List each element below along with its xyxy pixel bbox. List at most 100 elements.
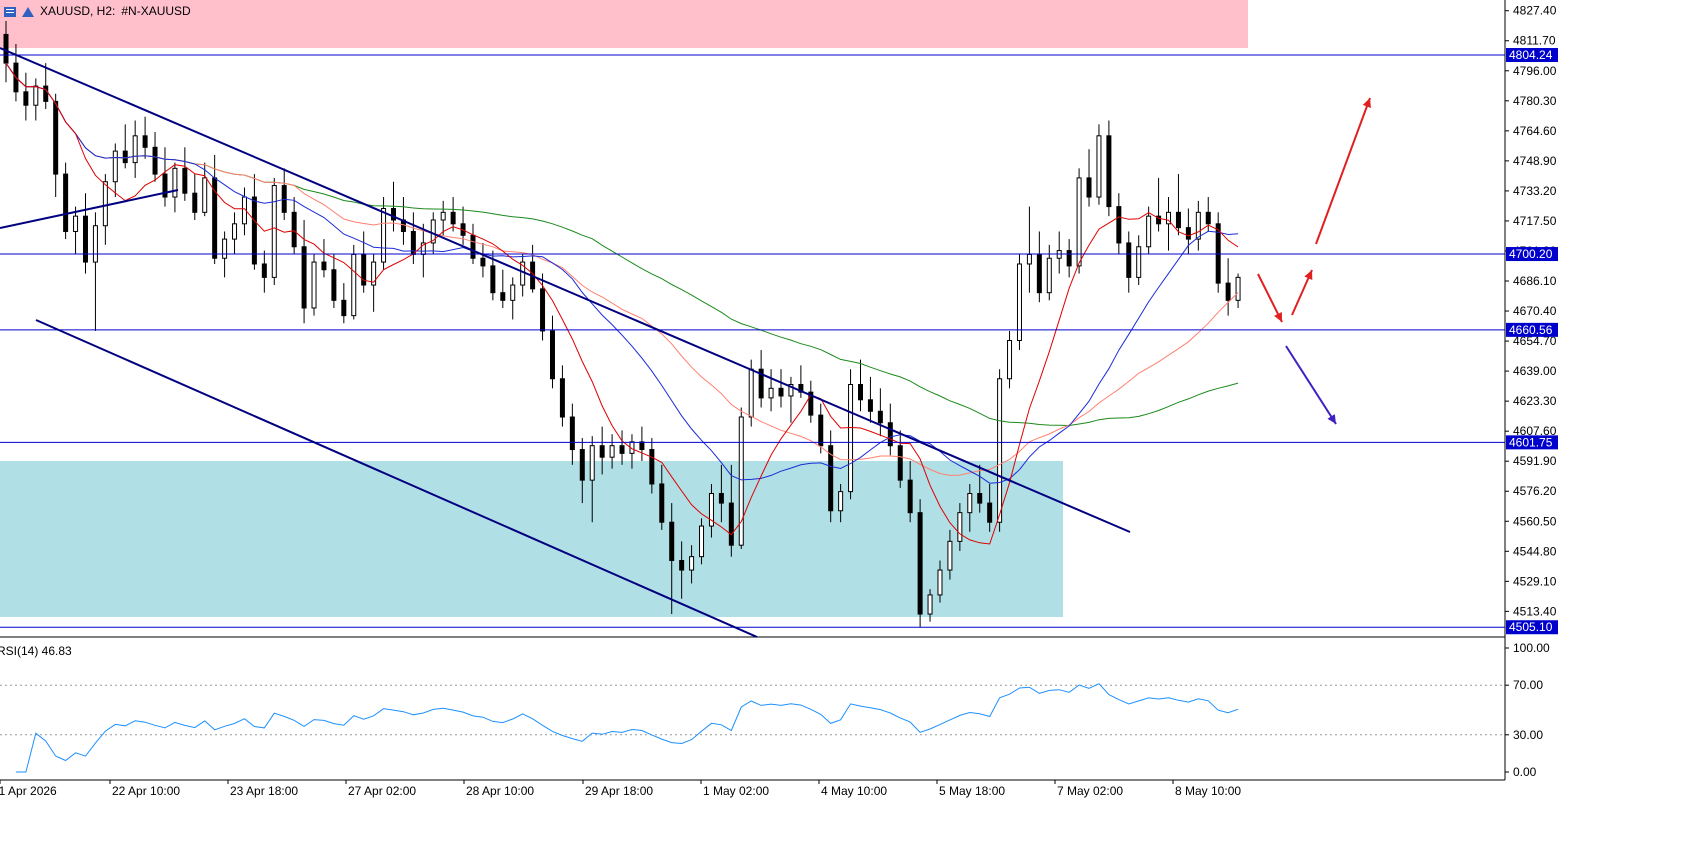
level-price-box: [1506, 620, 1558, 635]
candle: [510, 284, 516, 301]
candle: [440, 211, 446, 221]
candle: [222, 238, 228, 259]
candle: [261, 263, 267, 278]
candle: [987, 502, 993, 523]
chart-expand-icon[interactable]: [22, 6, 34, 17]
candle: [1235, 276, 1241, 301]
candle: [540, 288, 546, 332]
demand-zone: [0, 461, 1063, 617]
time-tick-label: 1 May 02:00: [703, 784, 769, 798]
candle: [321, 261, 327, 271]
price-tick-label: 4670.40: [1513, 304, 1557, 318]
price-tick-label: 4733.20: [1513, 184, 1557, 198]
candle: [152, 146, 158, 175]
time-tick-label: 28 Apr 10:00: [466, 784, 534, 798]
candle: [122, 150, 128, 164]
candle: [1036, 253, 1042, 294]
price-tick-label: 4827.40: [1513, 4, 1557, 18]
short-trendline[interactable]: [0, 189, 179, 229]
price-tick-label: 4686.10: [1513, 274, 1557, 288]
chart-header: XAUUSD, H2: #N-XAUUSD: [4, 2, 191, 20]
level-price-label: 4660.56: [1509, 323, 1553, 337]
level-price-box: [1506, 322, 1558, 337]
candle: [967, 493, 973, 514]
candle: [311, 261, 317, 309]
candle: [1215, 223, 1221, 284]
level-price-box: [1506, 435, 1558, 450]
arrow-up-red-long-head: [1362, 98, 1371, 108]
price-tick-label: 4654.70: [1513, 334, 1557, 348]
candle: [877, 410, 883, 424]
symbol-timeframe: XAUUSD, H2:: [40, 4, 116, 18]
candle: [818, 414, 824, 447]
time-tick-label: 5 May 18:00: [939, 784, 1005, 798]
price-tick-label: 4811.70: [1513, 34, 1556, 48]
candle: [599, 445, 605, 458]
candle: [112, 150, 118, 183]
candle: [798, 383, 804, 393]
candle: [549, 330, 555, 380]
candle: [172, 167, 178, 198]
candle: [1146, 215, 1152, 248]
candle: [500, 292, 506, 301]
symbol-description: #N-XAUUSD: [121, 4, 191, 18]
candle: [748, 368, 754, 418]
time-tick-label: 21 Apr 2026: [0, 784, 57, 798]
candle: [53, 100, 59, 175]
candle: [3, 33, 9, 64]
candle: [1195, 211, 1201, 240]
candle: [997, 378, 1003, 523]
time-tick-label: 8 May 10:00: [1175, 784, 1241, 798]
rsi-line: [15, 683, 1239, 773]
candle: [1175, 211, 1181, 229]
rsi-tick-label: 0.00: [1513, 765, 1537, 779]
time-tick-label: 27 Apr 02:00: [348, 784, 416, 798]
candle: [291, 211, 297, 248]
candle: [917, 512, 923, 615]
rsi-tick-label: 30.00: [1513, 728, 1543, 742]
ma-fast-line: [5, 62, 1239, 545]
ma-mid-line: [5, 62, 1239, 484]
candle: [718, 493, 724, 504]
level-price-box: [1506, 48, 1558, 63]
candle: [1205, 211, 1211, 225]
candle: [63, 173, 69, 232]
price-tick-label: 4748.90: [1513, 154, 1557, 168]
chart-menu-icon[interactable]: [4, 6, 16, 17]
candle: [937, 569, 943, 596]
candle: [887, 422, 893, 447]
candle: [1166, 211, 1172, 225]
candle: [371, 261, 377, 286]
candle: [212, 177, 218, 259]
candle: [182, 167, 188, 194]
candle: [92, 225, 98, 263]
candle: [351, 253, 357, 317]
candle: [430, 219, 436, 244]
price-tick-label: 4796.00: [1513, 64, 1557, 78]
candle: [1126, 242, 1132, 278]
candle: [639, 441, 645, 451]
candle: [1156, 215, 1162, 225]
arrow-down-blue: [1285, 345, 1337, 425]
descending-trendline-upper[interactable]: [0, 47, 1131, 533]
rsi-tick-label: 70.00: [1513, 678, 1543, 692]
descending-trendline-lower[interactable]: [35, 319, 758, 638]
level-price-label: 4804.24: [1509, 48, 1553, 62]
candle: [907, 479, 913, 514]
rsi-label: RSI(14) 46.83: [0, 644, 72, 658]
price-tick-label: 4780.30: [1513, 94, 1557, 108]
price-tick-label: 4717.50: [1513, 214, 1557, 228]
arrow-down-blue-head: [1327, 414, 1336, 424]
level-price-box: [1506, 247, 1558, 262]
candle: [162, 173, 168, 198]
candle: [689, 556, 695, 571]
price-tick-label: 4623.30: [1513, 394, 1557, 408]
candle: [579, 449, 585, 481]
candle: [828, 445, 834, 512]
price-tick-label: 4529.10: [1513, 574, 1557, 588]
price-tick-label: 4560.50: [1513, 514, 1557, 528]
candle: [480, 257, 486, 267]
candle: [977, 493, 983, 504]
candle: [301, 246, 307, 309]
